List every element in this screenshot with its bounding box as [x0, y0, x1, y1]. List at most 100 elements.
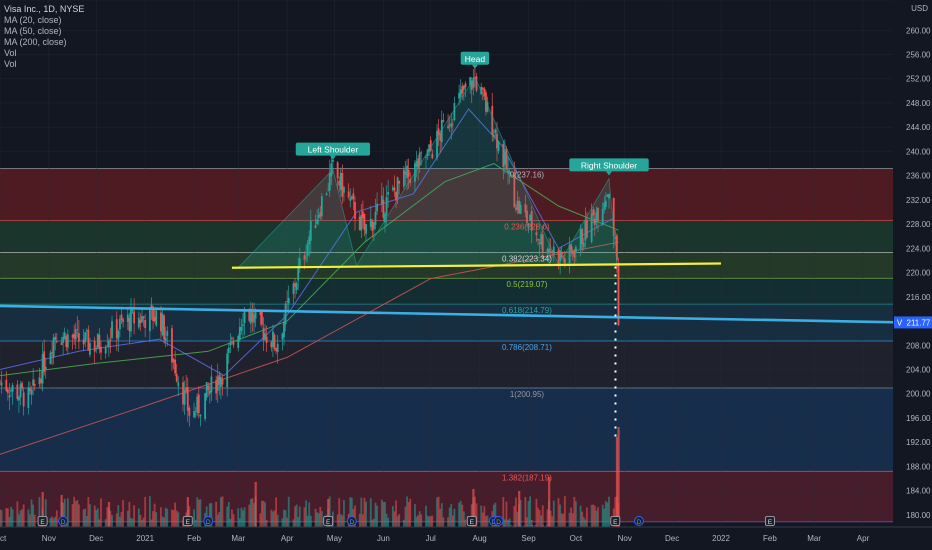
- volume-bar: [608, 496, 610, 527]
- candle-body: [535, 232, 538, 236]
- legend-title[interactable]: Visa Inc., 1D, NYSE: [4, 4, 85, 14]
- candle-body: [382, 199, 385, 218]
- volume-bar: [316, 512, 319, 527]
- earnings-marker: [610, 516, 621, 526]
- drawings[interactable]: Left Shoulder Head Right Shoulder: [0, 51, 894, 443]
- legend-ma200[interactable]: MA (200, close): [4, 37, 67, 47]
- candle-body: [122, 318, 124, 323]
- legend-vol-2[interactable]: Vol: [4, 59, 17, 69]
- volume-bar: [459, 500, 462, 527]
- volume-bar: [358, 513, 361, 527]
- volume-bar: [448, 507, 451, 527]
- legend-ma20[interactable]: MA (20, close): [4, 15, 62, 25]
- support-line: [0, 304, 894, 324]
- volume-bar: [210, 503, 213, 527]
- candle-body: [287, 297, 290, 304]
- candle-body: [380, 195, 383, 205]
- last-price-value: 211.77: [907, 318, 931, 327]
- volume-spike: [186, 497, 189, 527]
- candle-body: [615, 235, 618, 261]
- volume-bar: [535, 498, 538, 527]
- candle-body: [425, 157, 427, 158]
- candle-body: [507, 170, 509, 174]
- candle-body: [131, 310, 134, 311]
- volume-bar: [284, 510, 287, 527]
- candle-body: [537, 239, 539, 241]
- volume-bar: [215, 501, 218, 527]
- candle-body: [529, 214, 532, 221]
- volume-bar: [295, 504, 298, 527]
- candle-body: [526, 210, 528, 223]
- candle-body: [508, 171, 511, 174]
- candle-body: [464, 83, 467, 88]
- candle-body: [185, 387, 188, 391]
- candle-body: [205, 382, 208, 398]
- candle-body: [502, 144, 505, 167]
- volume-bar: [161, 516, 164, 527]
- candle-body: [447, 125, 449, 128]
- volume-bar: [131, 518, 134, 527]
- volume-bar: [354, 505, 356, 527]
- candle-body: [608, 194, 610, 199]
- candle-body: [196, 396, 199, 413]
- x-tick-label: Feb: [187, 534, 201, 543]
- volume-bar: [486, 515, 489, 527]
- event-markers[interactable]: EDEDEDEDDEDE: [37, 516, 775, 527]
- volume-bar: [360, 497, 363, 527]
- volume-bar: [417, 515, 420, 527]
- volume-bar: [119, 516, 121, 527]
- candle-body: [363, 213, 366, 230]
- candle-body: [319, 212, 322, 217]
- candle-body: [453, 103, 456, 121]
- candle-body: [19, 384, 22, 398]
- volume-bar: [141, 519, 143, 527]
- volume-bar: [16, 501, 19, 527]
- candle-body: [141, 315, 143, 322]
- candle-body: [316, 219, 319, 224]
- volume-bar: [560, 513, 563, 527]
- volume-bar: [193, 509, 195, 527]
- candle-body: [29, 387, 31, 392]
- legend-vol-1[interactable]: Vol: [4, 48, 17, 58]
- candle-body: [85, 330, 88, 331]
- x-tick-label: Aug: [473, 534, 487, 543]
- volume-bar: [614, 496, 617, 527]
- candle-body: [126, 314, 129, 322]
- annotation-label: Head: [465, 54, 486, 64]
- volume-spike: [107, 502, 111, 527]
- candle-body: [175, 373, 178, 382]
- legend-ma50[interactable]: MA (50, close): [4, 26, 62, 36]
- candle-body: [207, 385, 210, 390]
- candle-body: [73, 333, 76, 339]
- volume-spike: [254, 482, 257, 527]
- volume-bar: [428, 516, 431, 527]
- x-axis[interactable]: Oct Nov Dec 2021 Feb Mar Apr May Jun Jul Aug Sep Oct…: [0, 526, 932, 550]
- earnings-marker: [323, 516, 334, 526]
- event-letter: D: [349, 519, 354, 526]
- volume-bar: [584, 519, 587, 527]
- fib-label-0.382: 0.382(223.34): [502, 254, 552, 263]
- y-tick-label: 188.00: [906, 462, 931, 471]
- candle-body: [549, 251, 552, 253]
- candle-body: [418, 152, 421, 166]
- volume-bar: [276, 514, 279, 527]
- candle-body: [166, 330, 169, 337]
- y-axis[interactable]: USD 180.00 184.00 188.00 192.00 196.00 200.00 2…: [893, 0, 932, 550]
- volume-bar: [557, 498, 560, 527]
- candle-body: [137, 317, 140, 328]
- annotation-box: [460, 51, 490, 65]
- volume-bar: [453, 508, 456, 527]
- volume-bar: [177, 512, 180, 527]
- volume-bar: [54, 516, 57, 527]
- volume-bar: [55, 510, 58, 527]
- volume-bar: [391, 506, 394, 527]
- y-tick-label: 216.00: [906, 293, 931, 302]
- fib-band-0.5: [0, 278, 893, 305]
- candle-body: [309, 220, 312, 241]
- candle-body: [590, 213, 593, 242]
- volume-bar: [439, 508, 442, 527]
- volume-bar: [11, 509, 14, 527]
- volume-bar: [540, 515, 543, 527]
- volume-bar: [420, 514, 423, 527]
